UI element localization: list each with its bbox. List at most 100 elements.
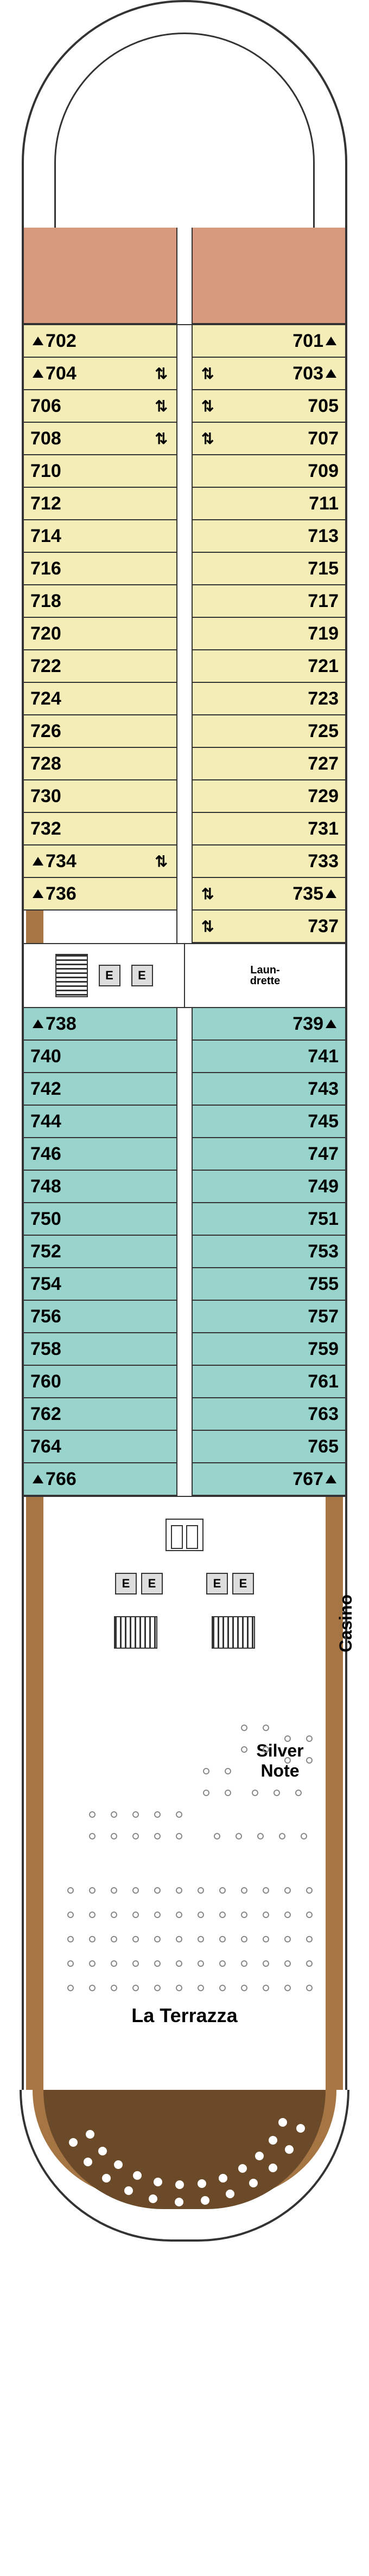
elevator: E (99, 965, 120, 986)
seat-icon (263, 1985, 269, 1991)
cabin-number: 703 (292, 363, 323, 384)
cabin-number: 759 (308, 1339, 339, 1360)
cabin-number: 715 (308, 558, 339, 579)
cabin-number: 727 (308, 753, 339, 774)
seat-icon (263, 1725, 269, 1731)
seat-icon (284, 1960, 291, 1967)
casino-label: Casino (336, 1594, 356, 1652)
seat-icon (236, 1833, 242, 1839)
cabin-712: 712 (24, 488, 176, 520)
seat-icon (219, 1936, 226, 1942)
stern (22, 2092, 347, 2244)
cabins-block-aft: 7387407427447467487507527547567587607627… (24, 1008, 345, 1496)
cabin-717: 717 (193, 585, 345, 618)
cabins-stbd: 701⇅703⇅705⇅7077097117137157177197217237… (193, 325, 345, 943)
cabin-number: 713 (308, 526, 339, 547)
corridor (176, 325, 193, 943)
seat-icon (111, 1887, 117, 1894)
cabin-number: 757 (308, 1306, 339, 1327)
seat-icon (154, 1985, 161, 1991)
seat-icon (284, 1985, 291, 1991)
elevator: E (115, 1573, 137, 1594)
cabin-763: 763 (193, 1398, 345, 1431)
cabin-number: 734 (46, 851, 77, 872)
cabin-711: 711 (193, 488, 345, 520)
seat-icon (306, 1735, 313, 1742)
cabin-715: 715 (193, 553, 345, 585)
seat-icon (263, 1887, 269, 1894)
seat-icon (67, 1912, 74, 1918)
cabin-number: 744 (30, 1111, 61, 1132)
elevator: E (232, 1573, 254, 1594)
cabin-number: 723 (308, 688, 339, 709)
cabin-number: 706 (30, 396, 61, 417)
cabin-number: 758 (30, 1339, 61, 1360)
suite-stbd-upper (193, 228, 345, 324)
cabin-707: ⇅707 (193, 423, 345, 455)
cabin-720: 720 (24, 618, 176, 650)
cabin-733: 733 (193, 845, 345, 878)
cabin-number: 732 (30, 818, 61, 840)
cabin-757: 757 (193, 1301, 345, 1333)
seat-icon (176, 1960, 182, 1967)
seat-icon (67, 1887, 74, 1894)
seat-icon (154, 1960, 161, 1967)
cabin-number: 755 (308, 1274, 339, 1295)
seat-icon (263, 1936, 269, 1942)
deck-light-icon (133, 2171, 142, 2180)
suite-port-upper (24, 228, 176, 324)
seat-icon (301, 1833, 307, 1839)
cabin-number: 762 (30, 1404, 61, 1425)
deck-light-icon (69, 2138, 78, 2147)
cabin-766: 766 (24, 1463, 176, 1496)
cabin-741: 741 (193, 1041, 345, 1073)
cabin-number: 702 (46, 331, 77, 352)
cabin-755: 755 (193, 1268, 345, 1301)
deck-light-icon (175, 2198, 183, 2206)
seat-icon (111, 1811, 117, 1818)
seat-icon (214, 1833, 220, 1839)
cabin-735: ⇅735 (193, 878, 345, 911)
deck-light-icon (285, 2145, 294, 2154)
seat-icon (198, 1960, 204, 1967)
connecting-icon: ⇅ (155, 365, 168, 383)
cabin-764: 764 (24, 1431, 176, 1463)
connecting-icon: ⇅ (201, 430, 214, 448)
seat-icon (176, 1833, 182, 1839)
cabin-706: 706⇅ (24, 390, 176, 423)
deck-light-icon (84, 2158, 92, 2166)
seat-icon (198, 1887, 204, 1894)
cabin-number: 756 (30, 1306, 61, 1327)
seat-icon (89, 1985, 96, 1991)
cabin-number: 705 (308, 396, 339, 417)
cabin-number: 718 (30, 591, 61, 612)
cabin-752: 752 (24, 1236, 176, 1268)
seat-icon (257, 1833, 264, 1839)
seat-icon (111, 1936, 117, 1942)
cabin-745: 745 (193, 1106, 345, 1138)
elevator: E (131, 965, 153, 986)
seat-icon (198, 1985, 204, 1991)
cabin-754: 754 (24, 1268, 176, 1301)
cabin-number: 719 (308, 623, 339, 644)
seat-icon (284, 1757, 291, 1764)
cabin-number: 754 (30, 1274, 61, 1295)
cabin-number: 735 (292, 883, 323, 905)
deck-light-icon (296, 2124, 305, 2133)
seat-icon (284, 1912, 291, 1918)
aft-stairs-row (24, 1616, 345, 1649)
cabin-759: 759 (193, 1333, 345, 1366)
seat-icon (89, 1887, 96, 1894)
cabins-block-forward: 702704⇅706⇅708⇅7107127147167187207227247… (24, 325, 345, 943)
cabin-number: 743 (308, 1079, 339, 1100)
seat-icon (219, 1960, 226, 1967)
corridor (176, 1008, 193, 1496)
cabin-number: 766 (46, 1469, 77, 1490)
cabin-number: 709 (308, 461, 339, 482)
seat-icon (263, 1960, 269, 1967)
deck-light-icon (98, 2147, 107, 2155)
seat-icon (241, 1912, 247, 1918)
cabin-number: 740 (30, 1046, 61, 1067)
elevator: E (206, 1573, 228, 1594)
cabin-765: 765 (193, 1431, 345, 1463)
